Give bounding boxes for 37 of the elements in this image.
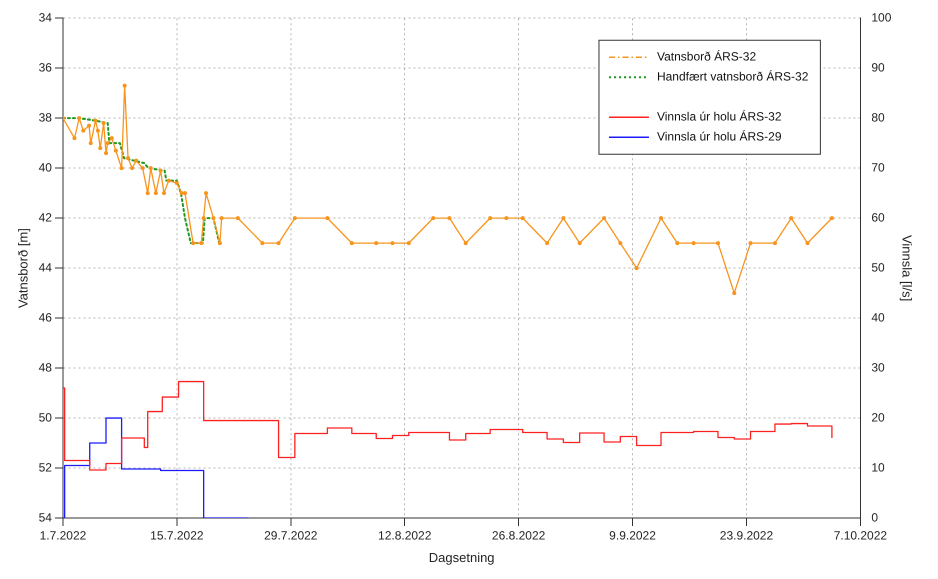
y2-tick-label: 80 (871, 110, 886, 124)
x-tick-label: 15.7.2022 (150, 528, 204, 543)
x-tick-label: 9.9.2022 (609, 528, 656, 543)
y-tick-label: 46 (38, 310, 52, 324)
y2-axis-title: Vinnsla [l/s] (900, 234, 915, 302)
y2-tick-label: 100 (871, 10, 892, 25)
x-tick-label: 12.8.2022 (378, 528, 432, 543)
y-tick-label: 48 (38, 360, 52, 374)
x-tick-label: 1.7.2022 (40, 528, 87, 543)
y-tick-label: 52 (38, 460, 52, 474)
y-tick-label: 36 (38, 60, 52, 74)
y2-tick-label: 10 (871, 460, 886, 474)
y-tick-label: 38 (38, 110, 52, 124)
y2-tick-label: 30 (871, 360, 886, 374)
x-tick-label: 23.9.2022 (720, 528, 774, 543)
y-tick-label: 40 (38, 160, 52, 174)
x-tick-label: 26.8.2022 (492, 528, 546, 543)
legend-label: Vinnsla úr holu ÁRS-32 (656, 110, 782, 124)
y2-tick-label: 90 (871, 60, 886, 74)
x-tick-label: 29.7.2022 (264, 528, 318, 543)
y-tick-label: 50 (38, 410, 52, 424)
legend-label: Handfært vatnsborð ÁRS-32 (656, 70, 809, 84)
y2-tick-label: 20 (871, 410, 886, 424)
y2-tick-label: 70 (871, 160, 886, 174)
legend-label: Vinnsla úr holu ÁRS-29 (656, 130, 782, 144)
y-tick-label: 44 (38, 260, 52, 274)
x-axis-title: Dagsetning (428, 550, 495, 565)
y-tick-label: 42 (38, 210, 52, 224)
y2-tick-label: 50 (871, 260, 886, 274)
legend-label: Vatnsborð ÁRS-32 (656, 50, 756, 64)
x-tick-label: 7.10.2022 (834, 528, 888, 543)
y-tick-label: 54 (38, 510, 52, 524)
y-tick-label: 34 (38, 10, 52, 25)
y2-tick-label: 60 (871, 210, 886, 224)
y-axis-title: Vatnsborð [m] (15, 228, 30, 308)
y2-tick-label: 40 (871, 310, 886, 324)
y2-tick-label: 0 (871, 510, 878, 524)
